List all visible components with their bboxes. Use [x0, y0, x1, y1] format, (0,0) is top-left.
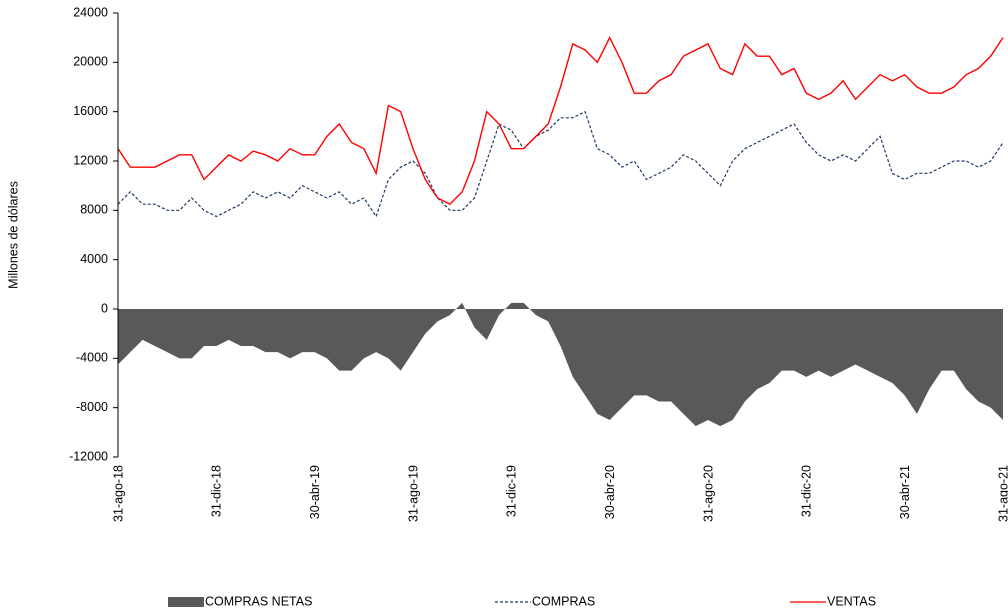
- x-tick-label: 31-ago-18: [111, 465, 125, 522]
- x-tick-label: 30-abr-21: [898, 465, 912, 519]
- x-tick-label: 30-abr-20: [603, 465, 617, 519]
- y-tick-label: 4000: [80, 252, 108, 266]
- legend-label: COMPRAS: [532, 594, 595, 608]
- legend-swatch: [168, 597, 204, 607]
- y-tick-label: 24000: [73, 5, 108, 19]
- y-tick-label: -4000: [76, 351, 108, 365]
- x-tick-label: 31-dic-18: [210, 465, 224, 517]
- x-tick-label: 30-abr-19: [308, 465, 322, 519]
- x-tick-label: 31-ago-20: [701, 465, 715, 522]
- y-tick-label: 12000: [73, 153, 108, 167]
- y-tick-label: 0: [101, 301, 108, 315]
- y-tick-label: 8000: [80, 203, 108, 217]
- line: [117, 110, 1004, 218]
- y-axis-label: Millones de dólares: [6, 181, 20, 289]
- x-tick-label: 31-dic-20: [800, 465, 814, 517]
- legend-label: VENTAS: [827, 594, 876, 608]
- legend-label: COMPRAS NETAS: [205, 594, 312, 608]
- y-tick-label: -12000: [69, 449, 108, 463]
- x-tick-label: 31-ago-19: [406, 465, 420, 522]
- y-tick-label: -8000: [76, 400, 108, 414]
- area: [118, 302, 1003, 427]
- line: [117, 36, 1004, 206]
- y-tick-label: 20000: [73, 55, 108, 69]
- y-tick-label: 16000: [73, 104, 108, 118]
- x-tick-label: 31-ago-21: [996, 465, 1008, 522]
- x-tick-label: 31-dic-19: [505, 465, 519, 517]
